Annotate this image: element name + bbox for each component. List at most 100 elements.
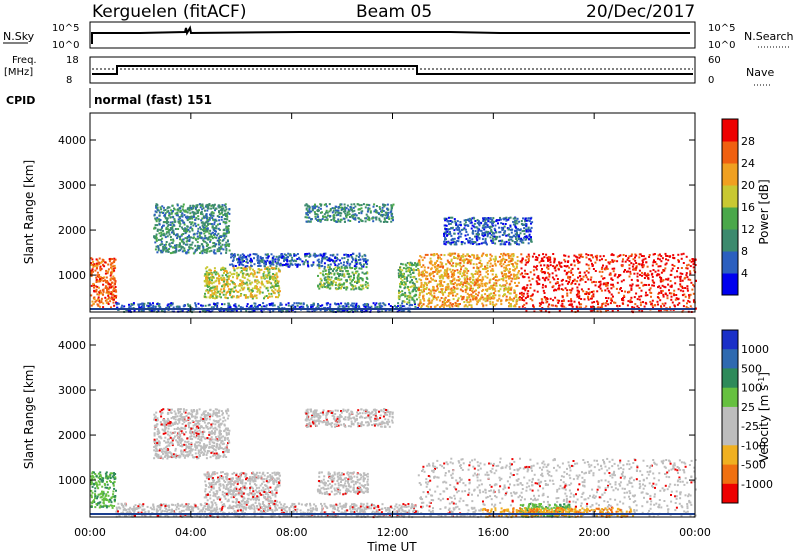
data-cell [465,231,468,233]
data-cell [319,219,321,222]
data-cell [293,259,296,262]
data-cell [330,259,333,261]
data-cell [160,227,163,230]
data-cell [209,294,212,297]
data-cell [109,278,112,280]
data-cell [96,271,99,274]
data-cell [481,232,484,234]
data-cell [359,218,362,221]
data-cell [406,295,409,298]
data-cell [427,299,430,302]
data-cell [201,217,204,220]
data-cell [490,284,493,287]
data-cell [180,226,183,229]
data-cell [576,295,579,298]
data-cell [592,256,594,259]
data-cell [484,267,487,270]
data-cell [623,270,625,273]
data-cell [477,267,480,270]
data-cell [207,272,210,274]
data-cell [343,210,345,213]
data-cell [629,301,632,304]
data-cell [213,249,216,252]
data-cell [355,304,357,307]
data-cell [323,203,326,206]
data-cell [511,277,514,280]
data-cell [417,287,420,290]
data-cell [621,260,624,263]
data-cell [186,207,189,210]
data-cell [471,274,474,277]
data-cell [290,259,293,262]
data-cell [261,258,264,261]
data-cell [157,247,160,250]
data-cell [223,280,225,283]
data-cell [155,233,158,236]
data-cell [577,261,580,264]
data-cell [194,222,197,225]
data-cell [160,251,163,254]
data-cell [543,292,546,294]
data-cell [276,262,279,265]
data-cell [439,306,441,309]
data-cell [213,227,216,230]
data-cell [200,221,203,224]
data-cell [339,214,342,217]
data-cell [512,269,515,272]
data-cell [143,302,146,305]
data-cell [235,309,238,312]
data-cell [213,289,216,292]
data-cell [409,276,412,279]
data-cell [419,300,422,303]
data-cell [215,230,217,233]
data-cell [597,301,600,304]
data-cell [418,259,421,262]
data-cell [437,296,440,299]
data-cell [693,269,696,272]
data-cell [313,253,316,255]
data-cell [207,207,210,210]
data-cell [273,267,276,270]
data-cell [510,262,513,265]
data-cell [509,224,512,227]
data-cell [356,282,358,284]
data-cell [305,212,308,215]
data-cell [215,279,218,282]
data-cell [204,304,207,307]
data-cell [98,291,101,294]
data-cell [112,301,115,304]
data-cell [411,281,414,284]
data-cell [509,216,512,219]
data-cell [96,264,99,267]
data-cell [491,268,494,271]
data-cell [214,252,217,255]
data-cell [565,273,568,276]
data-cell [489,225,492,228]
data-cell [313,206,316,209]
data-cell [387,211,390,214]
data-cell [552,299,555,302]
data-cell [481,302,484,305]
data-cell [337,219,340,222]
data-cell [188,230,191,233]
data-cell [681,285,684,288]
data-cell [384,211,387,214]
data-cell [461,296,464,299]
data-cell [629,270,632,273]
data-cell [185,240,188,243]
data-cell [344,212,347,215]
data-cell [184,237,187,240]
data-cell [189,204,192,207]
data-cell [175,246,178,249]
data-cell [265,274,267,277]
data-cell [227,245,230,248]
data-cell [455,279,458,282]
data-cell [687,278,690,281]
data-cell [166,218,169,221]
data-cell [351,260,353,263]
data-cell [205,216,208,219]
data-cell [232,266,235,269]
data-cell [194,304,197,306]
data-cell [228,304,231,307]
data-cell [259,304,261,307]
